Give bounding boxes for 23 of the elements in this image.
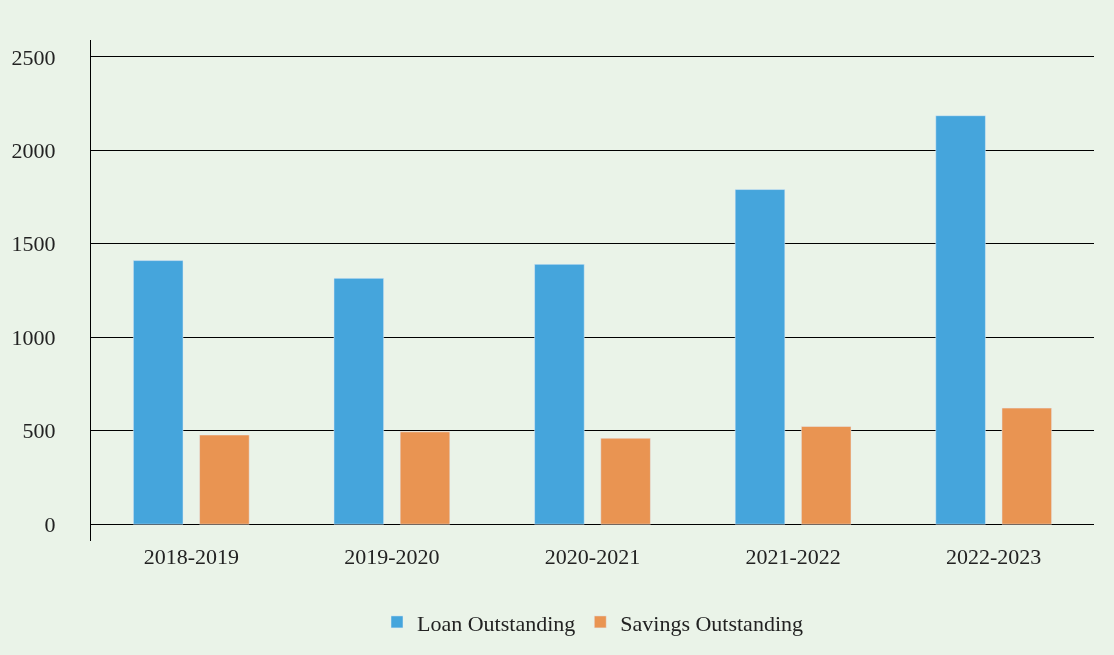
bar xyxy=(801,426,852,525)
bar xyxy=(534,264,585,525)
y-tick-label: 2500 xyxy=(11,44,56,70)
y-tick-label: 1000 xyxy=(11,324,56,350)
y-tick-label: 1500 xyxy=(11,231,56,257)
bar xyxy=(133,260,184,525)
x-tick-label: 2020-2021 xyxy=(544,544,641,569)
x-tick-label: 2019-2020 xyxy=(344,544,440,569)
x-tick-label: 2022-2023 xyxy=(946,544,1042,569)
bar xyxy=(399,431,451,525)
legend-label: Loan Outstanding xyxy=(417,610,576,636)
bar xyxy=(199,434,250,525)
bar xyxy=(1001,407,1052,525)
y-tick-label: 0 xyxy=(44,511,56,537)
x-tick-label: 2018-2019 xyxy=(143,544,239,569)
bar xyxy=(600,437,651,525)
bar xyxy=(734,189,786,525)
bar xyxy=(935,115,986,525)
bar xyxy=(333,278,384,525)
legend-label: Savings Outstanding xyxy=(620,610,803,636)
y-tick-label: 2000 xyxy=(11,137,56,163)
y-tick-label: 500 xyxy=(22,418,56,444)
x-tick-label: 2021-2022 xyxy=(745,544,841,569)
